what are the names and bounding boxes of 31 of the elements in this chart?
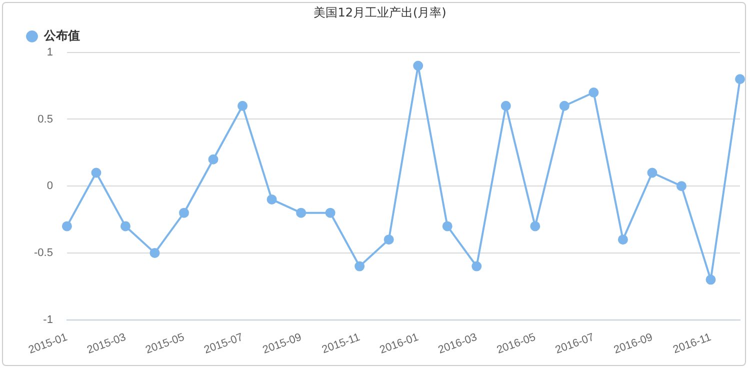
- point: [472, 261, 482, 272]
- point: [296, 208, 306, 218]
- y-tick-label: 0.5: [38, 113, 53, 126]
- y-tick-label: -0.5: [34, 246, 53, 259]
- point: [647, 168, 658, 178]
- point: [266, 194, 277, 204]
- point: [238, 100, 248, 111]
- y-tick-label: 1: [46, 46, 53, 58]
- point: [325, 208, 336, 218]
- point: [120, 221, 130, 232]
- point: [559, 100, 570, 111]
- point: [91, 168, 102, 178]
- point: [208, 154, 218, 164]
- point: [179, 208, 190, 218]
- point: [530, 221, 540, 232]
- point: [62, 221, 72, 232]
- legend-label: 公布值: [43, 28, 80, 43]
- y-tick-label: -1: [43, 314, 53, 326]
- point: [442, 221, 452, 232]
- point: [354, 261, 365, 272]
- point: [618, 234, 628, 245]
- point: [676, 181, 686, 192]
- point: [588, 88, 599, 98]
- point: [413, 60, 424, 71]
- point: [706, 274, 716, 285]
- point: [735, 74, 745, 84]
- chart-title: 美国12月工业产出(月率): [314, 5, 446, 20]
- point: [500, 100, 511, 111]
- point: [384, 234, 394, 245]
- point: [150, 248, 160, 258]
- y-tick-label: 0: [46, 180, 53, 192]
